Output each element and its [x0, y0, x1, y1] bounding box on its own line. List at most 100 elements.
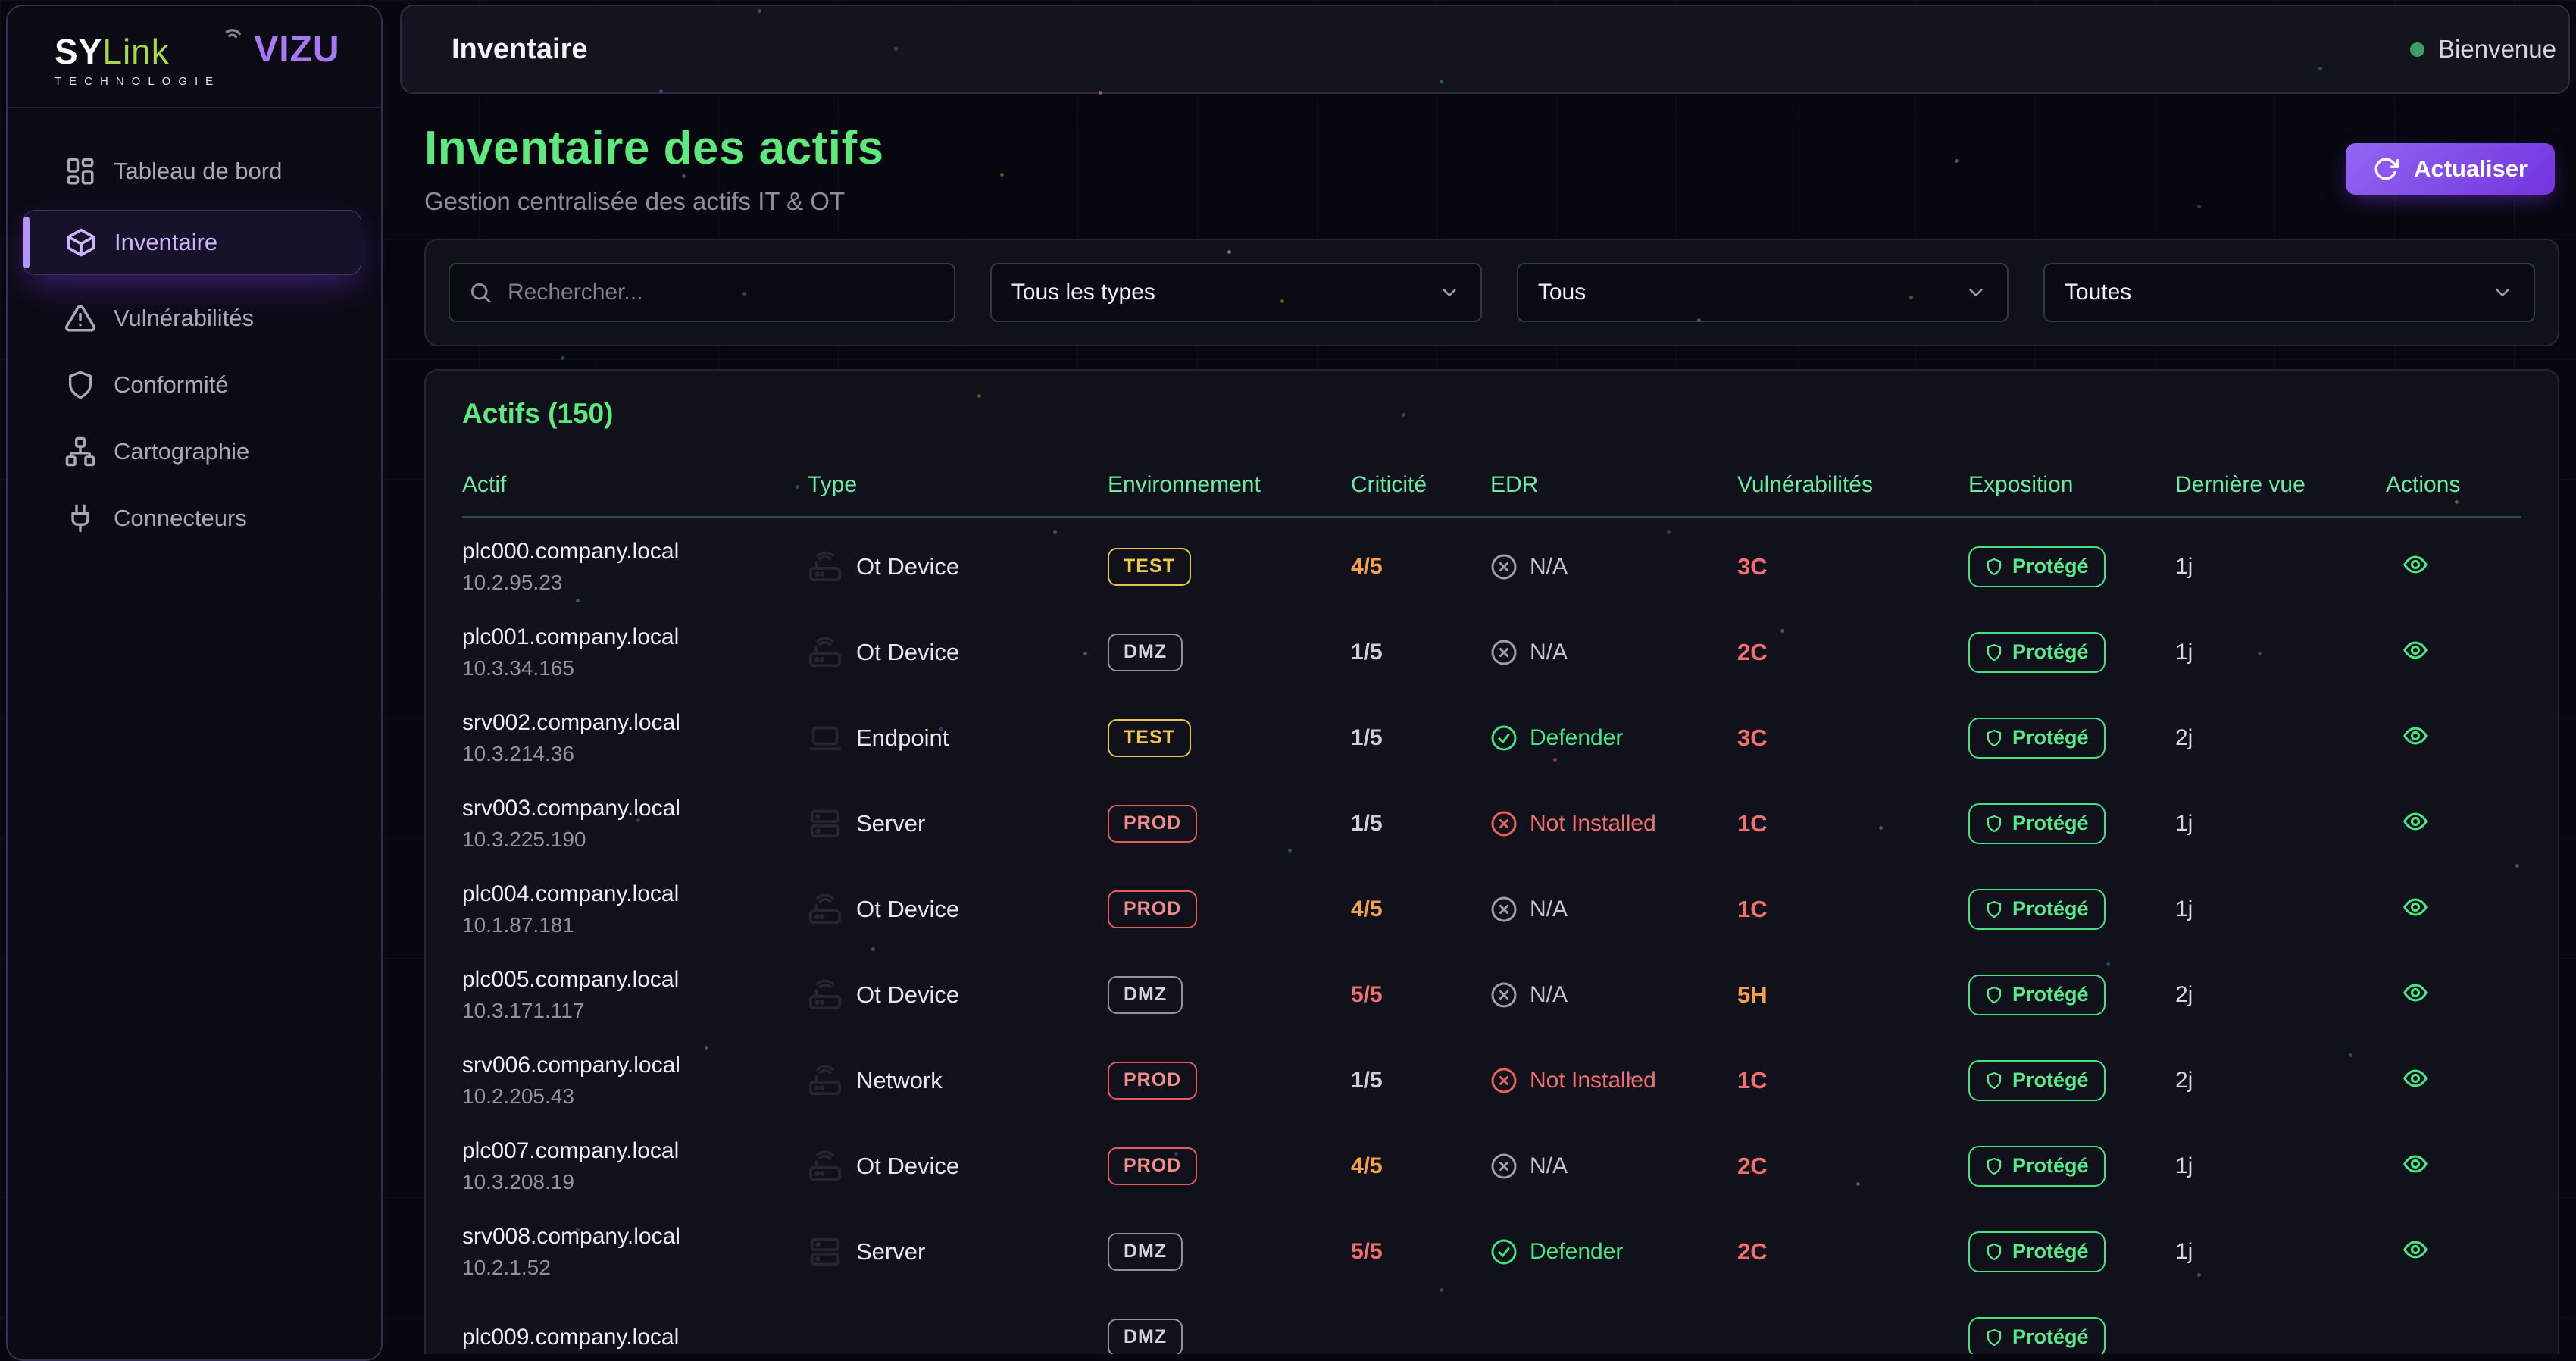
- asset-ip: 10.3.34.165: [462, 656, 808, 680]
- refresh-button[interactable]: Actualiser: [2346, 143, 2555, 195]
- logo-tagline: TECHNOLOGIE: [55, 76, 220, 87]
- type-label: Ot Device: [856, 896, 959, 923]
- edr-cell: N/A: [1490, 639, 1737, 666]
- asset-ip: 10.2.205.43: [462, 1084, 808, 1109]
- actions-cell: [2386, 1151, 2521, 1181]
- last-seen-value: 1j: [2175, 1153, 2193, 1178]
- circle-x-icon: [1490, 553, 1518, 580]
- environment-cell: PROD: [1108, 805, 1351, 843]
- sidebar-item-vuln-rabilit-s[interactable]: Vulnérabilités: [8, 290, 381, 346]
- protected-label: Protégé: [2012, 897, 2089, 921]
- type-cell: Ot Device: [808, 635, 1108, 670]
- status-filter-select[interactable]: Tous: [1517, 263, 2009, 322]
- vulnerabilities-cell: 5H: [1737, 981, 1968, 1009]
- search-field[interactable]: [449, 263, 955, 322]
- chevron-down-icon: [1965, 281, 1987, 304]
- view-asset-button[interactable]: [2386, 1237, 2431, 1262]
- asset-hostname: plc001.company.local: [462, 624, 808, 650]
- environment-badge: PROD: [1108, 1062, 1197, 1100]
- status-filter-value: Tous: [1538, 280, 1586, 305]
- vulnerabilities-cell: 2C: [1737, 1153, 1968, 1180]
- starfield-decoration: [0, 0, 4, 4]
- protected-badge: Protégé: [1968, 975, 2106, 1015]
- exposure-cell: Protégé: [1968, 1231, 2175, 1272]
- column-header-actif: Actif: [462, 472, 808, 498]
- shield-small-icon: [1985, 985, 2003, 1005]
- last-seen-value: 1j: [2175, 640, 2193, 665]
- view-asset-button[interactable]: [2386, 1151, 2431, 1177]
- last-seen-cell: 1j: [2175, 811, 2386, 837]
- environment-cell: PROD: [1108, 890, 1351, 928]
- sidebar-item-connecteurs[interactable]: Connecteurs: [8, 490, 381, 546]
- env-filter-value: Toutes: [2065, 280, 2131, 305]
- last-seen-cell: 1j: [2175, 1239, 2386, 1265]
- actions-cell: [2386, 980, 2521, 1009]
- last-seen-value: 2j: [2175, 982, 2193, 1007]
- router-icon: [808, 978, 843, 1012]
- criticality-value: 1/5: [1351, 725, 1383, 750]
- router-icon: [808, 549, 843, 584]
- view-asset-button[interactable]: [2386, 723, 2431, 749]
- assets-count-title: Actifs (150): [462, 398, 2521, 430]
- column-header-derni-re-vue: Dernière vue: [2175, 472, 2386, 498]
- actions-cell: [2386, 637, 2521, 667]
- sidebar-item-conformit-[interactable]: Conformité: [8, 357, 381, 413]
- view-asset-button[interactable]: [2386, 1065, 2431, 1091]
- criticality-value: 4/5: [1351, 896, 1383, 921]
- actions-cell: [2386, 1065, 2521, 1095]
- environment-cell: PROD: [1108, 1062, 1351, 1100]
- view-asset-button[interactable]: [2386, 552, 2431, 577]
- dashboard-icon: [64, 155, 97, 188]
- protected-badge: Protégé: [1968, 718, 2106, 759]
- view-asset-button[interactable]: [2386, 894, 2431, 920]
- env-filter-select[interactable]: Toutes: [2043, 263, 2535, 322]
- protected-label: Protégé: [2012, 726, 2089, 749]
- asset-cell: plc001.company.local 10.3.34.165: [462, 624, 808, 680]
- shield-small-icon: [1985, 1242, 2003, 1262]
- type-label: Server: [856, 810, 925, 837]
- refresh-label: Actualiser: [2414, 155, 2528, 183]
- asset-ip: 10.1.87.181: [462, 913, 808, 937]
- vulnerabilities-cell: 3C: [1737, 553, 1968, 580]
- sidebar-item-inventaire[interactable]: Inventaire: [23, 210, 361, 275]
- edr-status-label: Not Installed: [1530, 811, 1656, 837]
- vulnerability-count: 1C: [1737, 896, 1768, 922]
- criticality-cell: 1/5: [1351, 640, 1490, 665]
- shield-small-icon: [1985, 1156, 2003, 1176]
- circle-x-icon: [1490, 981, 1518, 1009]
- actions-cell: [2386, 809, 2521, 838]
- environment-cell: DMZ: [1108, 976, 1351, 1014]
- last-seen-value: 1j: [2175, 896, 2193, 921]
- view-asset-button[interactable]: [2386, 637, 2431, 663]
- type-filter-select[interactable]: Tous les types: [990, 263, 1482, 322]
- search-input[interactable]: [508, 280, 936, 305]
- protected-label: Protégé: [2012, 555, 2089, 578]
- page-subtitle: Gestion centralisée des actifs IT & OT: [424, 187, 884, 216]
- exposure-cell: Protégé: [1968, 632, 2175, 673]
- criticality-value: 4/5: [1351, 554, 1383, 579]
- sidebar-item-tableau-de-bord[interactable]: Tableau de bord: [8, 143, 381, 199]
- type-label: Server: [856, 1238, 925, 1266]
- edr-status-label: N/A: [1530, 1153, 1568, 1179]
- sidebar-item-cartographie[interactable]: Cartographie: [8, 424, 381, 480]
- type-label: Ot Device: [856, 553, 959, 580]
- vulnerability-count: 1C: [1737, 1067, 1768, 1093]
- view-asset-button[interactable]: [2386, 980, 2431, 1006]
- exposure-cell: Protégé: [1968, 718, 2175, 759]
- wifi-arcs-icon: [219, 17, 248, 46]
- protected-label: Protégé: [2012, 812, 2089, 835]
- vulnerability-count: 2C: [1737, 639, 1768, 665]
- last-seen-cell: 2j: [2175, 725, 2386, 751]
- type-cell: Server: [808, 1234, 1108, 1269]
- last-seen-value: 1j: [2175, 1239, 2193, 1264]
- edr-status-label: Defender: [1530, 1239, 1623, 1265]
- criticality-cell: 4/5: [1351, 1153, 1490, 1179]
- protected-badge: Protégé: [1968, 546, 2106, 587]
- vulnerability-count: 5H: [1737, 981, 1768, 1008]
- view-asset-button[interactable]: [2386, 809, 2431, 834]
